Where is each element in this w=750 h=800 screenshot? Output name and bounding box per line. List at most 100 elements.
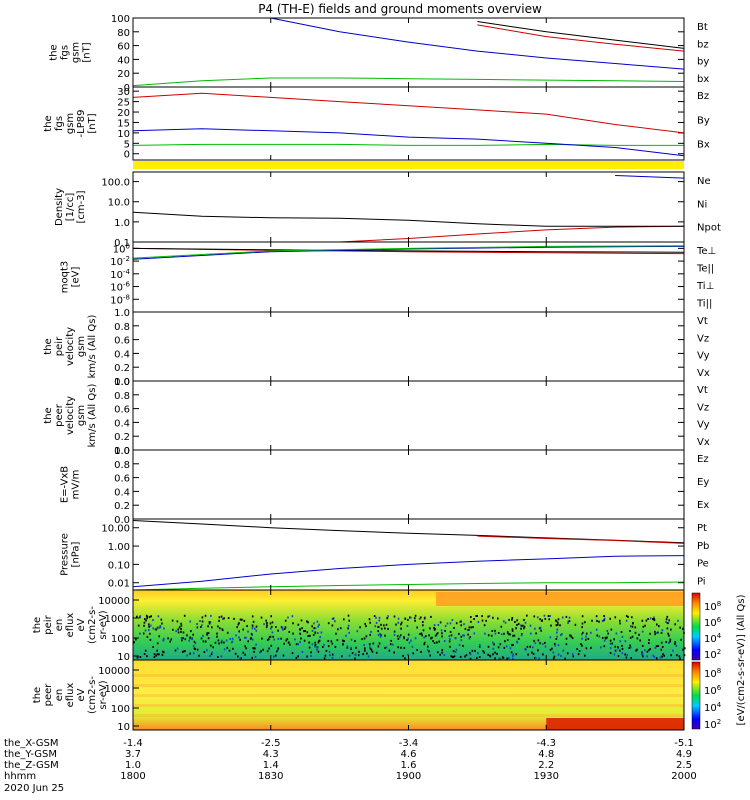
heatmap-pixel <box>280 638 282 640</box>
heatmap-pixel <box>477 652 479 654</box>
heatmap-pixel <box>152 619 154 621</box>
heatmap-pixel <box>500 643 502 645</box>
heatmap-pixel <box>453 627 455 629</box>
heatmap-pixel <box>422 624 424 626</box>
heatmap-pixel <box>544 642 546 644</box>
heatmap-pixel <box>499 658 501 660</box>
heatmap-pixel <box>254 647 256 649</box>
heatmap-pixel <box>149 633 151 635</box>
heatmap-pixel <box>436 642 438 644</box>
heatmap-pixel <box>269 636 271 638</box>
heatmap-pixel <box>632 626 634 628</box>
heatmap-pixel <box>596 635 598 637</box>
heatmap-pixel <box>596 629 598 631</box>
heatmap-pixel <box>512 658 514 660</box>
heatmap-pixel <box>481 615 483 617</box>
legend-ex: Ex <box>697 500 709 511</box>
heatmap-pixel <box>412 652 414 654</box>
y-axis-label-line: [1/cc] <box>65 193 76 222</box>
heatmap-pixel <box>335 646 337 648</box>
heatmap-pixel <box>228 617 230 619</box>
heatmap-pixel <box>603 619 605 621</box>
heatmap-pixel <box>399 636 401 638</box>
heatmap-pixel <box>379 617 381 619</box>
heatmap-pixel <box>177 648 179 650</box>
heatmap-pixel <box>482 620 484 622</box>
heatmap-pixel <box>556 624 558 626</box>
heatmap-pixel <box>494 630 496 632</box>
y-axis-label: Density [1/cc] [cm-3] <box>54 188 87 226</box>
heatmap-pixel <box>416 649 418 651</box>
heatmap-pixel <box>292 633 294 635</box>
heatmap-pixel <box>542 653 544 655</box>
heatmap-pixel <box>299 629 301 631</box>
heatmap-pixel <box>332 654 334 656</box>
heatmap-pixel <box>379 642 381 644</box>
heatmap-pixel <box>204 651 206 653</box>
heatmap-pixel <box>493 643 495 645</box>
heatmap-pixel <box>449 638 451 640</box>
y-tick-label: 10 <box>117 722 130 733</box>
heatmap-pixel <box>644 625 646 627</box>
heatmap-pixel <box>566 638 568 640</box>
axis-row-value: -2.5 <box>261 738 281 749</box>
heatmap-pixel <box>167 637 169 639</box>
heatmap-pixel <box>622 648 624 650</box>
y-tick-label: 80 <box>117 28 130 39</box>
heatmap-pixel <box>252 625 254 627</box>
heatmap-pixel <box>654 633 656 635</box>
axis-row-value: 2000 <box>671 771 696 782</box>
heatmap-pixel <box>181 639 183 641</box>
y-tick-label: 10000 <box>98 596 130 607</box>
heatmap-pixel <box>178 631 180 633</box>
heatmap-pixel <box>503 620 505 622</box>
legend-bx: bx <box>697 74 709 85</box>
heatmap-pixel <box>511 651 513 653</box>
heatmap-pixel <box>277 630 279 632</box>
heatmap-pixel <box>550 625 552 627</box>
heatmap-pixel <box>632 623 634 625</box>
heatmap-pixel <box>309 647 311 649</box>
y-tick-label: 0.2 <box>114 363 130 374</box>
heatmap-pixel <box>324 657 326 659</box>
heatmap-pixel <box>270 628 272 630</box>
heatmap-pixel <box>621 645 623 647</box>
heatmap-pixel <box>407 625 409 627</box>
heatmap-pixel <box>208 637 210 639</box>
heatmap-pixel <box>506 645 508 647</box>
heatmap-pixel <box>205 641 207 643</box>
heatmap-pixel <box>304 630 306 632</box>
heatmap-pixel <box>304 640 306 642</box>
heatmap-pixel <box>479 646 481 648</box>
heatmap-pixel <box>335 633 337 635</box>
heatmap-pixel <box>282 629 284 631</box>
heatmap-pixel <box>648 639 650 641</box>
heatmap-pixel <box>412 646 414 648</box>
heatmap-pixel <box>649 633 651 635</box>
heatmap-pixel <box>557 629 559 631</box>
heatmap-pixel <box>244 654 246 656</box>
heatmap-pixel <box>530 633 532 635</box>
heatmap-pixel <box>172 620 174 622</box>
heatmap-pixel <box>456 649 458 651</box>
heatmap-pixel <box>656 624 658 626</box>
heatmap-pixel <box>506 658 508 660</box>
heatmap-pixel <box>449 635 451 637</box>
heatmap-pixel <box>618 655 620 657</box>
heatmap-pixel <box>370 631 372 633</box>
heatmap-pixel <box>157 627 159 629</box>
heatmap-pixel <box>548 615 550 617</box>
heatmap-pixel <box>390 643 392 645</box>
heatmap-pixel <box>442 649 444 651</box>
heatmap-pixel <box>250 638 252 640</box>
axis-row-label: hhmm <box>4 771 36 782</box>
legend-by: by <box>697 57 709 68</box>
heatmap-pixel <box>398 618 400 620</box>
heatmap-pixel <box>423 636 425 638</box>
heatmap-pixel <box>309 635 311 637</box>
heatmap-pixel <box>507 632 509 634</box>
heatmap-pixel <box>670 654 672 656</box>
heatmap-pixel <box>451 634 453 636</box>
heatmap-pixel <box>163 639 165 641</box>
heatmap-pixel <box>310 655 312 657</box>
